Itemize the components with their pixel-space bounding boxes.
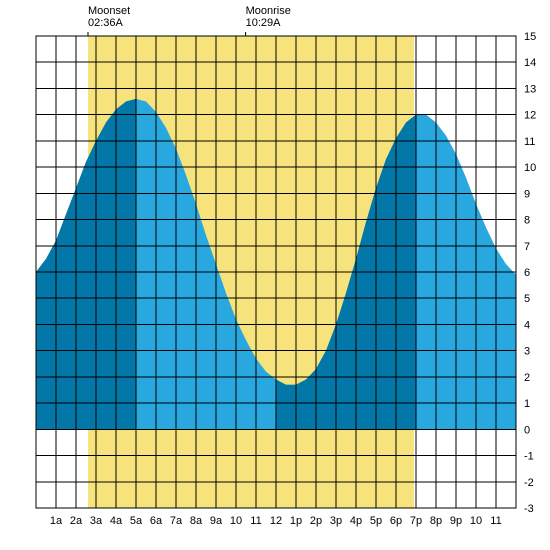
- x-tick-label: 12: [270, 515, 282, 527]
- y-tick-label: -2: [524, 477, 534, 489]
- x-tick-label: 10: [230, 515, 242, 527]
- x-tick-label: 5p: [370, 515, 382, 527]
- y-tick-label: 7: [524, 241, 530, 253]
- y-tick-label: 8: [524, 215, 530, 227]
- x-tick-label: 2p: [310, 515, 322, 527]
- y-tick-label: 4: [524, 319, 530, 331]
- y-tick-label: 0: [524, 424, 530, 436]
- x-tick-label: 9p: [450, 515, 462, 527]
- x-tick-label: 7p: [410, 515, 422, 527]
- x-tick-label: 4a: [110, 515, 123, 527]
- x-tick-label: 8a: [190, 515, 203, 527]
- y-tick-label: 1: [524, 398, 530, 410]
- y-tick-label: 14: [524, 57, 536, 69]
- x-tick-label: 5a: [130, 515, 143, 527]
- x-tick-label: 6a: [150, 515, 163, 527]
- y-tick-label: 5: [524, 293, 530, 305]
- y-tick-label: 10: [524, 162, 536, 174]
- x-tick-label: 10: [470, 515, 482, 527]
- x-tick-label: 1p: [290, 515, 302, 527]
- y-tick-label: 15: [524, 31, 536, 43]
- moon-set-label: Moonset: [88, 5, 130, 17]
- y-tick-label: 2: [524, 372, 530, 384]
- x-tick-label: 2a: [70, 515, 83, 527]
- x-tick-label: 8p: [430, 515, 442, 527]
- y-tick-label: -1: [524, 451, 534, 463]
- y-tick-label: 13: [524, 83, 536, 95]
- x-tick-label: 7a: [170, 515, 183, 527]
- x-tick-label: 11: [250, 515, 261, 527]
- y-tick-label: 3: [524, 346, 530, 358]
- y-tick-label: 9: [524, 188, 530, 200]
- moon-set-time: 02:36A: [88, 17, 124, 29]
- x-tick-label: 11: [490, 515, 501, 527]
- x-tick-label: 4p: [350, 515, 362, 527]
- y-tick-label: -3: [524, 503, 534, 515]
- x-tick-label: 1a: [50, 515, 63, 527]
- x-tick-label: 3p: [330, 515, 342, 527]
- moon-rise-time: 10:29A: [246, 17, 282, 29]
- moon-rise-label: Moonrise: [246, 5, 291, 17]
- x-tick-label: 9a: [210, 515, 223, 527]
- x-tick-label: 6p: [390, 515, 402, 527]
- y-tick-label: 6: [524, 267, 530, 279]
- y-tick-label: 11: [524, 136, 535, 148]
- tide-chart: 1a2a3a4a5a6a7a8a9a1011121p2p3p4p5p6p7p8p…: [0, 0, 550, 550]
- x-tick-label: 3a: [90, 515, 103, 527]
- y-tick-label: 12: [524, 110, 536, 122]
